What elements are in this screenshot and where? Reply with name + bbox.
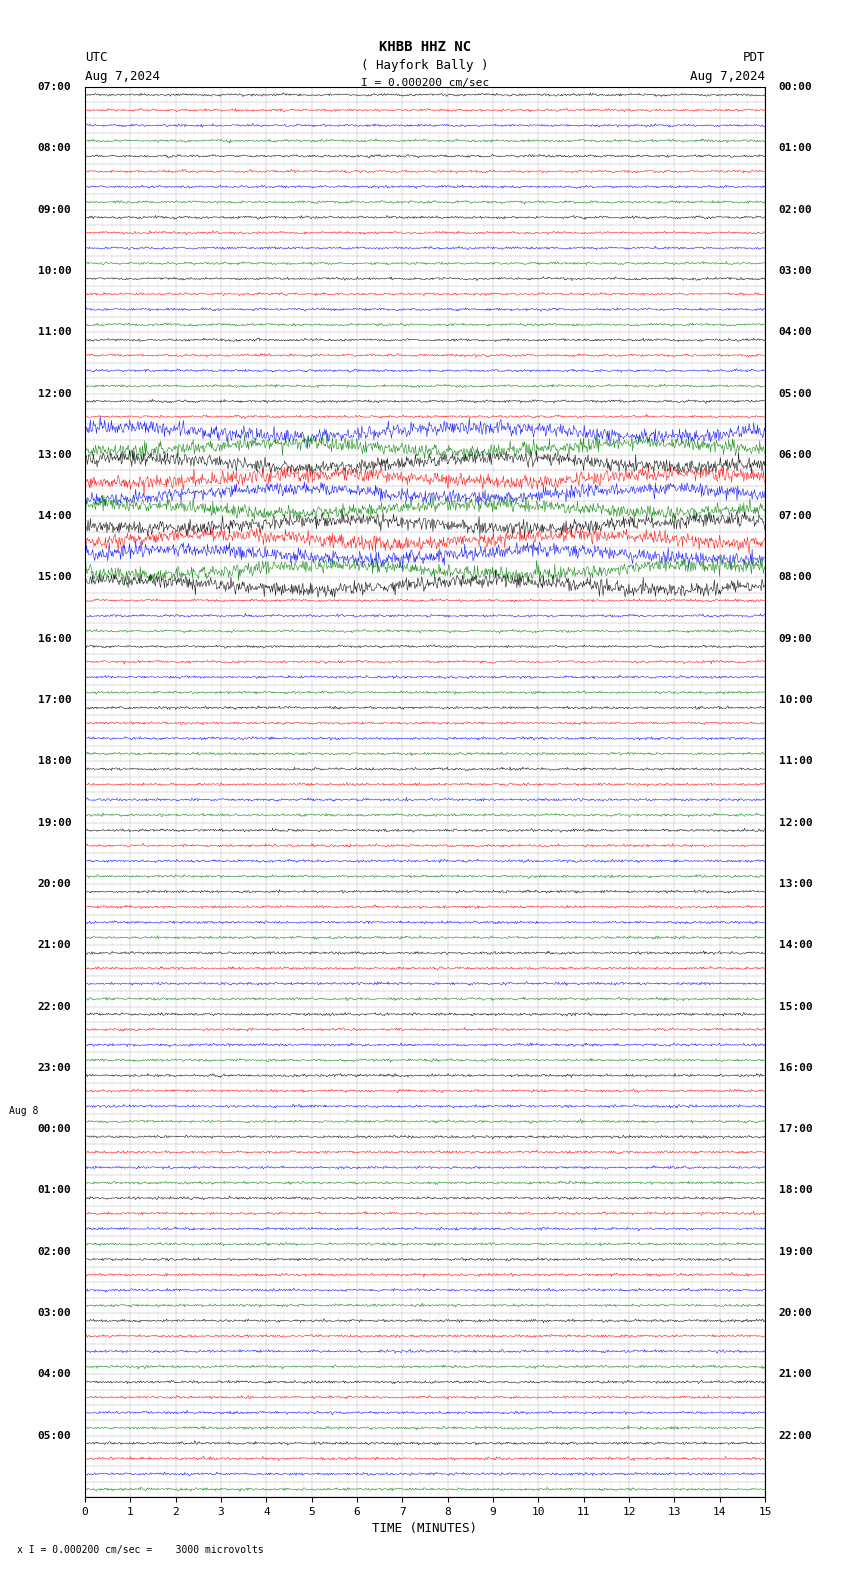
Text: 20:00: 20:00 xyxy=(37,879,71,889)
Text: ( Hayfork Bally ): ( Hayfork Bally ) xyxy=(361,59,489,71)
Text: PDT: PDT xyxy=(743,51,765,63)
X-axis label: TIME (MINUTES): TIME (MINUTES) xyxy=(372,1522,478,1535)
Text: 03:00: 03:00 xyxy=(37,1308,71,1318)
Text: 10:00: 10:00 xyxy=(779,695,813,705)
Text: 12:00: 12:00 xyxy=(37,388,71,399)
Text: 02:00: 02:00 xyxy=(779,204,813,215)
Text: 14:00: 14:00 xyxy=(779,941,813,950)
Text: 18:00: 18:00 xyxy=(779,1185,813,1196)
Text: 21:00: 21:00 xyxy=(779,1369,813,1380)
Text: 13:00: 13:00 xyxy=(779,879,813,889)
Text: 20:00: 20:00 xyxy=(779,1308,813,1318)
Text: 14:00: 14:00 xyxy=(37,512,71,521)
Text: 08:00: 08:00 xyxy=(779,572,813,583)
Text: Aug 7,2024: Aug 7,2024 xyxy=(85,70,160,82)
Text: 04:00: 04:00 xyxy=(779,328,813,337)
Text: 13:00: 13:00 xyxy=(37,450,71,459)
Text: 17:00: 17:00 xyxy=(37,695,71,705)
Text: 19:00: 19:00 xyxy=(779,1247,813,1256)
Text: 03:00: 03:00 xyxy=(779,266,813,276)
Text: 01:00: 01:00 xyxy=(37,1185,71,1196)
Text: 23:00: 23:00 xyxy=(37,1063,71,1072)
Text: Aug 7,2024: Aug 7,2024 xyxy=(690,70,765,82)
Text: KHBB HHZ NC: KHBB HHZ NC xyxy=(379,40,471,54)
Text: 10:00: 10:00 xyxy=(37,266,71,276)
Text: 05:00: 05:00 xyxy=(779,388,813,399)
Text: 11:00: 11:00 xyxy=(37,328,71,337)
Text: 15:00: 15:00 xyxy=(779,1001,813,1012)
Text: 17:00: 17:00 xyxy=(779,1125,813,1134)
Text: 00:00: 00:00 xyxy=(37,1125,71,1134)
Text: 09:00: 09:00 xyxy=(779,634,813,643)
Text: Aug 8: Aug 8 xyxy=(9,1106,39,1115)
Text: 22:00: 22:00 xyxy=(37,1001,71,1012)
Text: 16:00: 16:00 xyxy=(37,634,71,643)
Text: 19:00: 19:00 xyxy=(37,817,71,828)
Text: 07:00: 07:00 xyxy=(37,82,71,92)
Text: 15:00: 15:00 xyxy=(37,572,71,583)
Text: 01:00: 01:00 xyxy=(779,144,813,154)
Text: 21:00: 21:00 xyxy=(37,941,71,950)
Text: 22:00: 22:00 xyxy=(779,1430,813,1440)
Text: 00:00: 00:00 xyxy=(779,82,813,92)
Text: 05:00: 05:00 xyxy=(37,1430,71,1440)
Text: 07:00: 07:00 xyxy=(779,512,813,521)
Text: 18:00: 18:00 xyxy=(37,756,71,767)
Text: 11:00: 11:00 xyxy=(779,756,813,767)
Text: 09:00: 09:00 xyxy=(37,204,71,215)
Text: x I = 0.000200 cm/sec =    3000 microvolts: x I = 0.000200 cm/sec = 3000 microvolts xyxy=(17,1546,264,1555)
Text: 16:00: 16:00 xyxy=(779,1063,813,1072)
Text: I = 0.000200 cm/sec: I = 0.000200 cm/sec xyxy=(361,78,489,87)
Text: 04:00: 04:00 xyxy=(37,1369,71,1380)
Text: 02:00: 02:00 xyxy=(37,1247,71,1256)
Text: 12:00: 12:00 xyxy=(779,817,813,828)
Text: UTC: UTC xyxy=(85,51,107,63)
Text: 06:00: 06:00 xyxy=(779,450,813,459)
Text: 08:00: 08:00 xyxy=(37,144,71,154)
